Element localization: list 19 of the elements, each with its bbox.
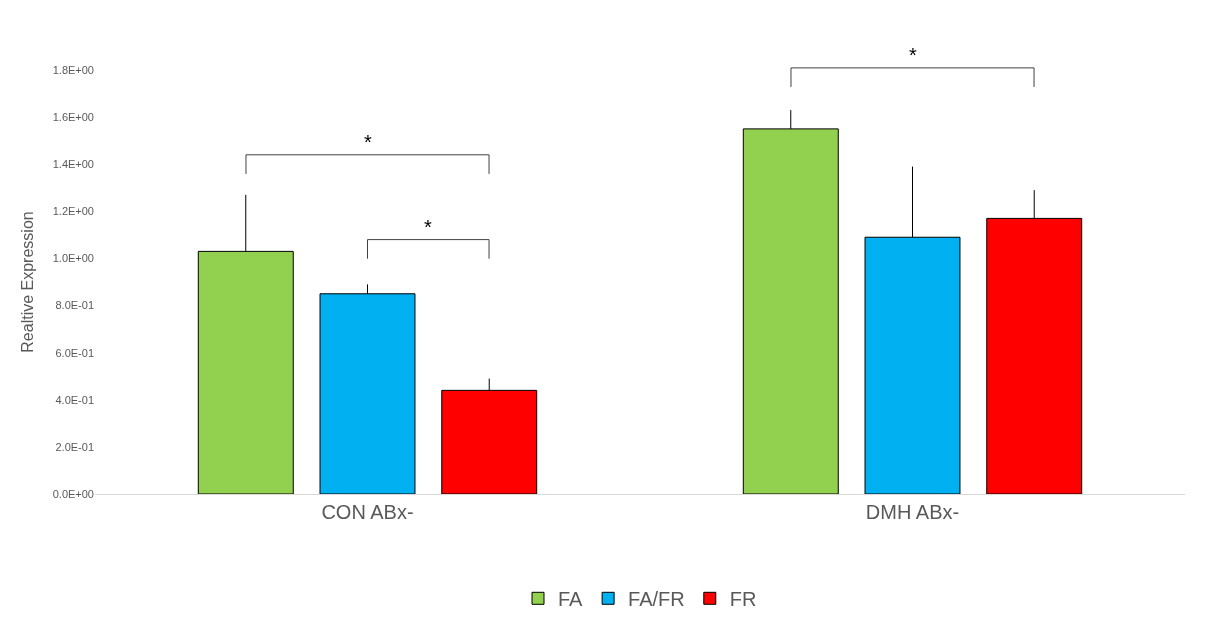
legend-label: FR <box>729 588 757 611</box>
y-axis-title: Realtive Expression <box>18 211 36 353</box>
y-tick-label: 1.8E+00 <box>52 63 94 76</box>
text: * <box>909 44 917 66</box>
y-tick-label: 1.4E+00 <box>52 158 94 171</box>
y-tick-label: 1.6E+00 <box>52 110 94 123</box>
x-tick-label: CON ABx- <box>321 501 414 523</box>
y-tick-label: 1.0E+00 <box>52 252 94 265</box>
annotation: * <box>364 131 372 153</box>
annotation: * <box>424 216 432 238</box>
y-tick-label: 0.0E+00 <box>52 487 94 500</box>
y-tick-label: 2.0E-01 <box>55 440 94 453</box>
y-tick-label: 8.0E-01 <box>55 299 94 312</box>
legend-label: FA <box>558 588 584 611</box>
legend-label: FA/FR <box>628 588 685 611</box>
y-tick-label: 4.0E-01 <box>55 393 94 406</box>
y-tick-label: 6.0E-01 <box>55 346 94 359</box>
y-tick-label: 1.2E+00 <box>52 205 94 218</box>
x-tick-label: DMH ABx- <box>865 501 960 523</box>
